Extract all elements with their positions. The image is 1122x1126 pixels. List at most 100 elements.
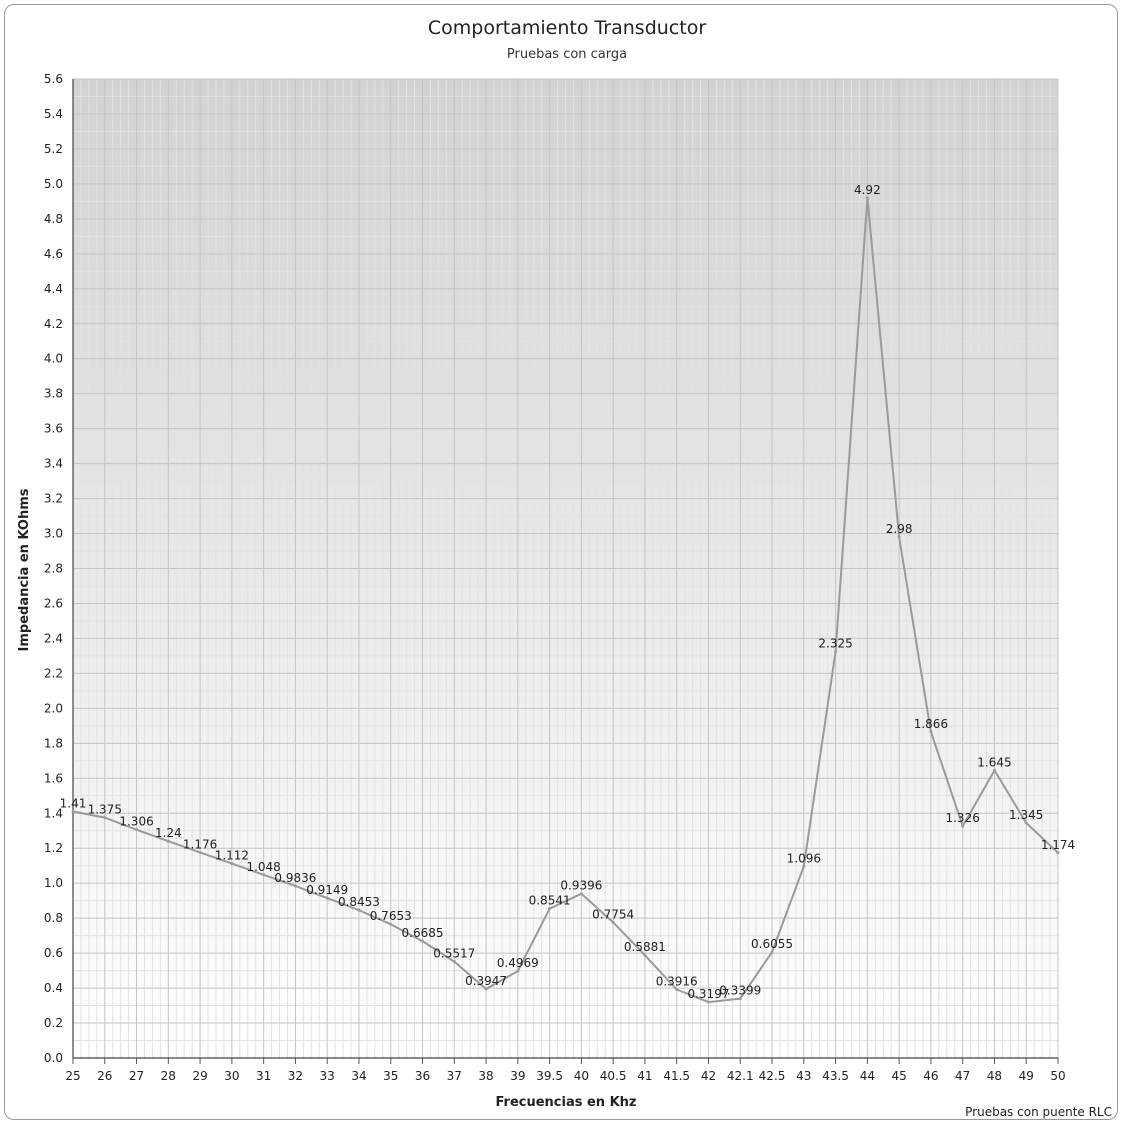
- grid: [72, 78, 1059, 1059]
- data-label: 1.174: [1041, 838, 1075, 852]
- x-tick-label: 34: [351, 1069, 366, 1083]
- data-point: [643, 953, 647, 957]
- data-point: [484, 987, 488, 991]
- x-tick-label: 35: [383, 1069, 398, 1083]
- data-label: 1.866: [914, 717, 948, 731]
- x-tick-label: 26: [97, 1069, 112, 1083]
- y-tick-label: 1.8: [44, 736, 63, 750]
- y-tick-label: 2.0: [44, 701, 63, 715]
- data-label: 1.375: [88, 803, 122, 817]
- data-label: 0.6685: [402, 926, 444, 940]
- x-tick-label: 29: [192, 1069, 207, 1083]
- axes: 0.0 0.2 0.4 0.6 0.8 1.0 1.2 1.4 1.6 1.8 2.0 2.2 2.4 2…: [44, 72, 1066, 1083]
- y-tick-label: 4.2: [44, 317, 63, 331]
- data-label: 0.9149: [306, 883, 348, 897]
- data-point: [929, 730, 933, 734]
- data-point: [1056, 851, 1060, 855]
- x-tick-label: 28: [161, 1069, 176, 1083]
- x-tick-label: 49: [1019, 1069, 1034, 1083]
- data-point: [548, 907, 552, 911]
- x-axis-title: Frecuencias en Khz: [495, 1095, 636, 1110]
- y-tick-label: 4.0: [44, 352, 63, 366]
- data-point: [103, 816, 107, 820]
- data-point: [738, 997, 742, 1001]
- data-point: [166, 839, 170, 843]
- data-label: 1.41: [60, 797, 87, 811]
- data-point: [897, 535, 901, 539]
- data-label: 0.4969: [497, 956, 539, 970]
- y-tick-label: 5.4: [44, 107, 63, 121]
- x-tick-label: 43.5: [822, 1069, 849, 1083]
- data-label: 1.176: [183, 837, 217, 851]
- data-point: [675, 988, 679, 992]
- data-point: [579, 892, 583, 896]
- y-tick-label: 0.4: [44, 981, 63, 995]
- y-tick-label: 0.6: [44, 946, 63, 960]
- data-point: [230, 862, 234, 866]
- data-label: 0.9836: [274, 871, 316, 885]
- data-label: 0.3916: [656, 975, 698, 989]
- y-tick-label: 2.6: [44, 596, 63, 610]
- y-tick-label: 2.8: [44, 562, 63, 576]
- x-tick-label: 41: [637, 1069, 652, 1083]
- data-point: [516, 969, 520, 973]
- data-label: 0.5517: [433, 947, 475, 961]
- data-label: 1.048: [246, 860, 280, 874]
- x-tick-label: 33: [320, 1069, 335, 1083]
- data-label: 0.7653: [370, 909, 412, 923]
- x-tick-label: 40.5: [600, 1069, 627, 1083]
- chart-subtitle: Pruebas con carga: [507, 47, 627, 62]
- y-tick-label: 4.4: [44, 282, 63, 296]
- data-label: 1.306: [119, 815, 153, 829]
- data-point: [1024, 821, 1028, 825]
- data-label: 0.9396: [560, 879, 602, 893]
- data-point: [198, 850, 202, 854]
- y-tick-label: 1.6: [44, 771, 63, 785]
- x-tick-label: 42: [701, 1069, 716, 1083]
- data-point: [262, 873, 266, 877]
- x-tick-label: 44: [860, 1069, 875, 1083]
- data-label: 1.345: [1009, 808, 1043, 822]
- x-tick-label: 31: [256, 1069, 271, 1083]
- x-tick-label: 40: [574, 1069, 589, 1083]
- data-label: 1.24: [155, 826, 182, 840]
- data-label: 1.326: [945, 811, 979, 825]
- data-point: [452, 960, 456, 964]
- x-tick-label: 25: [65, 1069, 80, 1083]
- y-tick-label: 2.4: [44, 631, 63, 645]
- x-tick-label: 37: [447, 1069, 462, 1083]
- y-tick-label: 0.2: [44, 1016, 63, 1030]
- data-point: [325, 896, 329, 900]
- series-line: [72, 196, 1059, 1004]
- y-tick-label: 1.2: [44, 841, 63, 855]
- y-tick-label: 5.0: [44, 177, 63, 191]
- x-tick-label: 48: [987, 1069, 1002, 1083]
- y-axis-title: Impedancia en KOhms: [17, 488, 32, 651]
- y-tick-label: 3.2: [44, 492, 63, 506]
- y-tick-label: 5.6: [44, 72, 63, 86]
- data-point: [706, 1000, 710, 1004]
- data-point: [834, 650, 838, 654]
- x-tick-label: 39: [510, 1069, 525, 1083]
- data-point: [770, 950, 774, 954]
- y-tick-label: 3.8: [44, 387, 63, 401]
- series-layer: [71, 196, 1060, 1004]
- data-label: 1.645: [977, 755, 1011, 769]
- data-label: 0.8453: [338, 895, 380, 909]
- x-tick-label: 43: [796, 1069, 811, 1083]
- data-label: 2.325: [818, 637, 852, 651]
- data-label: 0.3197: [687, 987, 729, 1001]
- y-tick-label: 1.4: [44, 806, 63, 820]
- x-tick-label: 32: [288, 1069, 303, 1083]
- data-point: [293, 884, 297, 888]
- data-label: 0.5881: [624, 940, 666, 954]
- x-tick-label: 30: [224, 1069, 239, 1083]
- x-tick-label: 36: [415, 1069, 430, 1083]
- data-point: [992, 768, 996, 772]
- y-tick-label: 3.6: [44, 422, 63, 436]
- data-label: 0.7754: [592, 907, 634, 921]
- y-tick-label: 5.2: [44, 142, 63, 156]
- x-tick-label: 27: [129, 1069, 144, 1083]
- x-tick-label: 39.5: [536, 1069, 563, 1083]
